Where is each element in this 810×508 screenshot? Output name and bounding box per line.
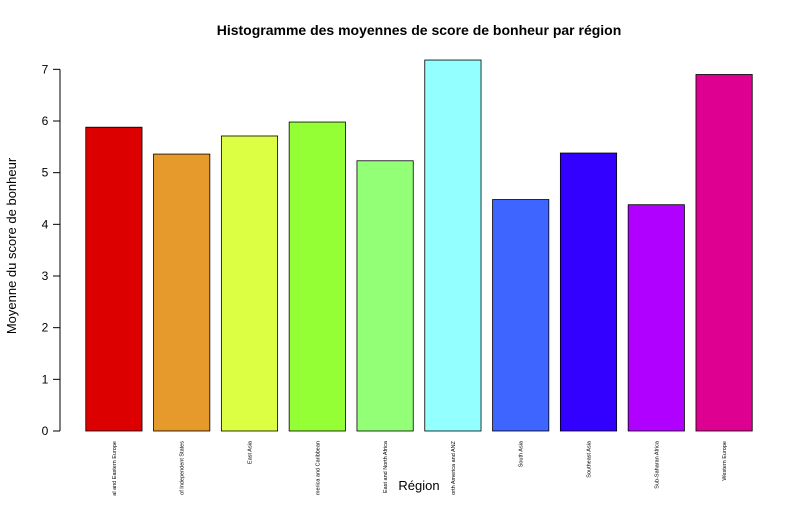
y-tick-label: 5 bbox=[42, 166, 49, 180]
x-tick-label: merica and Caribbean bbox=[315, 441, 321, 495]
x-tick-label: East and North Africa bbox=[383, 440, 389, 493]
x-tick-label: South Asia bbox=[519, 440, 525, 467]
y-axis-label: Moyenne du score de bonheur bbox=[4, 157, 19, 334]
x-tick-label: orth America and ANZ bbox=[451, 440, 457, 494]
bar bbox=[492, 199, 550, 432]
x-tick-label: Sub-Saharan Africa bbox=[654, 440, 660, 489]
bar bbox=[356, 160, 414, 432]
bar bbox=[424, 59, 482, 432]
bar bbox=[627, 204, 685, 432]
category-labels: al and Eastern Europe of Independent Stat… bbox=[112, 440, 728, 496]
x-tick-label: Western Europe bbox=[722, 441, 728, 481]
y-axis: 0 1 2 3 4 5 6 7 bbox=[42, 62, 61, 438]
y-tick-label: 6 bbox=[42, 114, 49, 128]
x-tick-label: al and Eastern Europe bbox=[112, 441, 118, 496]
y-tick-label: 4 bbox=[42, 217, 49, 231]
x-tick-label: East Asia bbox=[248, 440, 254, 464]
y-tick-label: 1 bbox=[42, 372, 49, 386]
y-tick-label: 0 bbox=[42, 424, 49, 438]
x-axis-label: Région bbox=[398, 478, 439, 493]
bar bbox=[153, 153, 211, 432]
x-tick-label: Southeast Asia bbox=[587, 440, 593, 478]
bar bbox=[220, 135, 279, 432]
bar bbox=[288, 121, 346, 432]
x-tick-label: of Independent States bbox=[180, 441, 186, 495]
y-tick-label: 3 bbox=[42, 269, 49, 283]
y-tick-label: 7 bbox=[42, 62, 49, 76]
bar bbox=[695, 74, 753, 432]
bars bbox=[85, 59, 753, 432]
chart-title: Histogramme des moyennes de score de bon… bbox=[217, 22, 622, 38]
bar bbox=[85, 126, 143, 432]
bar bbox=[559, 152, 618, 432]
y-tick-label: 2 bbox=[42, 321, 49, 335]
